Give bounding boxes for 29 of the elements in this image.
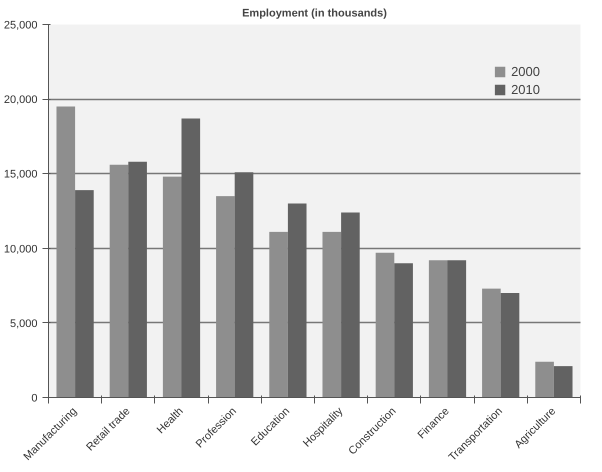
bar bbox=[216, 196, 235, 398]
bar bbox=[448, 260, 466, 398]
bar bbox=[535, 362, 554, 398]
y-tick-label: 25,000 bbox=[4, 20, 38, 32]
bar bbox=[428, 260, 448, 398]
y-tick-label: 5,000 bbox=[10, 318, 38, 330]
bar bbox=[482, 288, 501, 398]
y-tick-label: 10,000 bbox=[4, 243, 38, 256]
chart-title: Employment (in thousands) bbox=[242, 8, 388, 20]
bar bbox=[288, 204, 307, 398]
bar bbox=[394, 263, 413, 398]
bar bbox=[56, 106, 76, 398]
bar bbox=[75, 190, 94, 398]
legend-label: 2000 bbox=[511, 64, 540, 79]
y-tick-label: 15,000 bbox=[4, 168, 38, 181]
bar bbox=[234, 172, 254, 398]
bar bbox=[322, 232, 342, 398]
y-tick-label: 20,000 bbox=[4, 94, 38, 106]
bar bbox=[341, 212, 360, 398]
bar bbox=[162, 176, 182, 398]
bar bbox=[269, 232, 288, 398]
bar bbox=[376, 252, 394, 398]
bar bbox=[500, 293, 520, 398]
bar bbox=[110, 164, 128, 398]
legend-label: 2010 bbox=[511, 82, 540, 97]
bar bbox=[182, 118, 200, 398]
y-tick-label: 0 bbox=[31, 392, 38, 404]
bar bbox=[128, 162, 147, 398]
bar bbox=[554, 366, 573, 398]
